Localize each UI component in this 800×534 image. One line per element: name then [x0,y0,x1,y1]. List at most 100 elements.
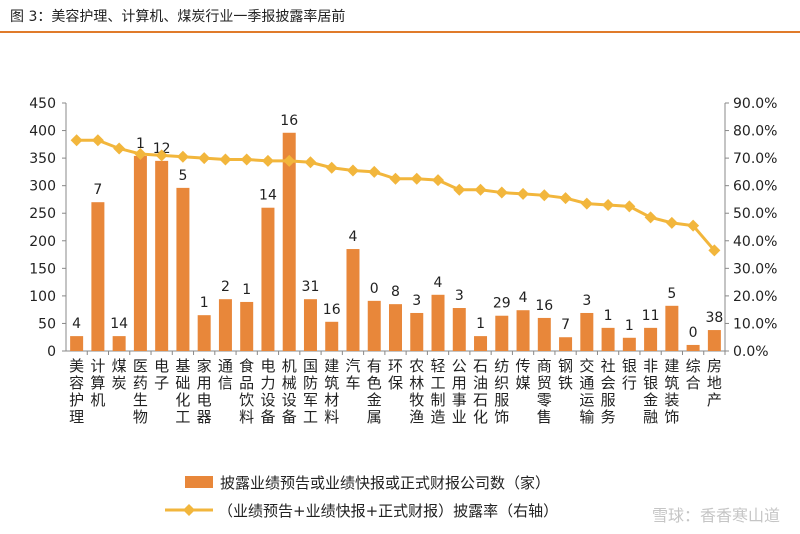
bar-data-label: 31 [302,279,320,295]
bar-data-label: 1 [604,308,613,324]
bar [537,317,551,351]
bar [197,315,211,351]
rate-marker [346,164,359,177]
legend-bar-label: 披露业绩预告或业绩快报或正式财报公司数（家） [220,474,550,492]
rate-marker [623,200,636,213]
bar-data-label: 5 [178,168,187,184]
bar-data-label: 2 [221,279,230,295]
bar-data-label: 4 [519,290,528,306]
chart-title: 图 3：美容护理、计算机、煤炭行业一季报披露率居前 [10,9,346,25]
right-tick-label: 30.0% [733,261,777,277]
rate-marker [644,211,657,224]
left-tick-label: 200 [29,234,56,250]
rate-marker [261,154,274,167]
rate-marker [240,153,253,166]
x-tick-label: 房地产 [707,357,722,409]
bar-data-label: 5 [667,286,676,302]
bar-data-label: 3 [582,293,591,309]
rate-marker [665,216,678,229]
bar [665,305,679,351]
rate-marker [91,134,104,147]
bar-data-label: 16 [323,302,341,318]
rate-marker [219,153,232,166]
rate-marker [538,189,551,202]
bar [707,330,721,351]
bar [622,337,636,351]
bar [70,336,84,351]
bar [474,336,488,351]
bar-data-label: 16 [280,113,298,129]
x-tick-label: 交通运输 [579,357,594,426]
rate-marker [453,183,466,196]
bar-data-label: 4 [434,275,443,291]
watermark: 雪球：香香寒山道 [651,506,780,525]
bar [516,310,530,351]
bar-data-label: 4 [349,229,358,245]
bar [303,299,317,351]
x-tick-label: 机械设备 [282,357,297,426]
legend-line-marker [183,504,195,516]
bar [580,312,594,351]
rate-marker [70,134,83,147]
x-tick-label: 国防军工 [303,357,318,426]
right-tick-label: 90.0% [733,96,777,112]
bar-data-label: 8 [391,284,400,300]
bar [559,337,573,351]
bar [112,336,126,351]
x-tick-label: 公用事业 [452,357,467,426]
rate-marker [304,156,317,169]
x-tick-label: 银行 [622,357,637,392]
rate-marker [687,219,700,232]
bar-data-label: 11 [642,308,660,324]
x-tick-label: 有色金属 [367,357,382,426]
rate-marker [432,174,445,187]
rate-marker [389,172,402,185]
rate-marker [155,149,168,162]
legend-bar-swatch [185,476,213,488]
rate-marker [113,142,126,155]
x-tick-label: 食品饮料 [239,357,254,426]
x-tick-label: 非银金融 [643,357,658,426]
left-tick-label: 400 [29,124,56,140]
bar-data-label: 0 [370,281,379,297]
left-tick-label: 100 [29,289,56,305]
bar [431,294,445,351]
x-tick-label: 煤炭 [112,357,127,392]
left-tick-label: 450 [29,96,56,112]
bar [495,315,509,351]
bar [133,155,147,351]
rate-marker [559,192,572,205]
rate-marker [283,154,296,167]
bar [91,202,105,351]
left-tick-label: 150 [29,261,56,277]
bar-data-label: 16 [535,298,553,314]
bar [686,344,700,351]
x-tick-label: 家用电器 [197,357,212,426]
bar [325,321,339,351]
bar-data-label: 1 [136,136,145,152]
bar [261,207,275,351]
bar [410,312,424,351]
x-tick-label: 电子 [154,357,169,392]
bar-data-label: 1 [476,316,485,332]
right-tick-label: 40.0% [733,234,777,250]
left-tick-label: 300 [29,179,56,195]
bar [389,304,402,351]
bar-data-label: 14 [259,188,277,204]
rate-marker [134,147,147,160]
right-tick-label: 70.0% [733,151,777,167]
x-tick-label: 商贸零售 [537,357,552,426]
right-tick-label: 50.0% [733,206,777,222]
bar [240,301,254,351]
x-tick-label: 基础化工 [175,357,190,426]
x-tick-label: 电力设备 [260,357,275,426]
x-tick-label: 建筑装饰 [664,357,679,426]
rate-marker [198,152,211,165]
x-tick-label: 汽车 [345,357,360,392]
bar-data-label: 14 [110,316,128,332]
bar-data-label: 1 [625,318,634,334]
rate-marker [517,187,530,200]
x-tick-label: 综合 [686,357,701,392]
bar [155,160,169,351]
